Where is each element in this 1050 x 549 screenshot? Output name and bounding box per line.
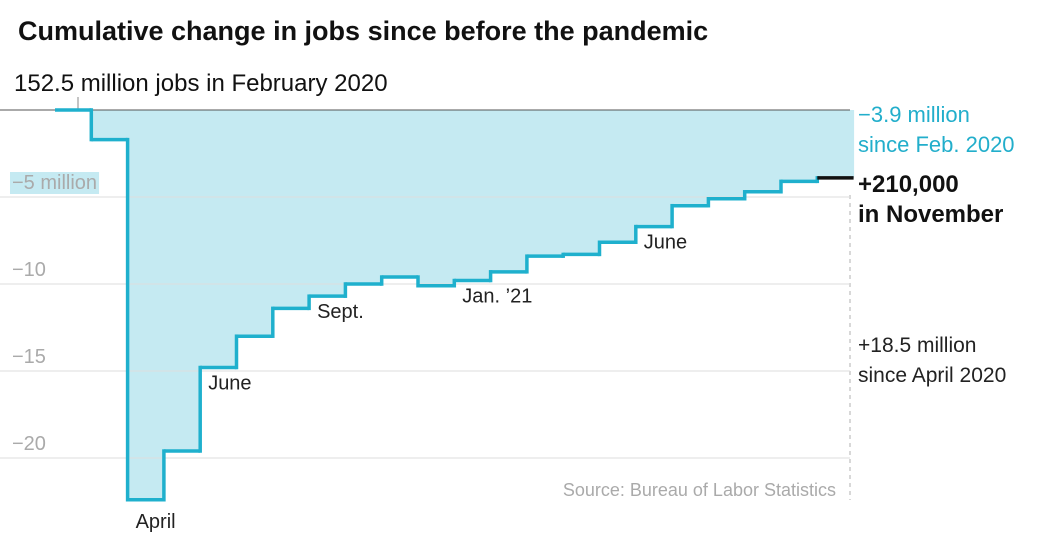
area-fill bbox=[272, 110, 310, 309]
chart-title: Cumulative change in jobs since before t… bbox=[18, 16, 708, 46]
area-fill bbox=[781, 110, 818, 182]
y-tick-label: −5 million bbox=[12, 172, 97, 194]
x-label: Sept. bbox=[317, 301, 364, 323]
area-fill bbox=[200, 110, 237, 368]
x-label: April bbox=[136, 511, 176, 533]
chart-subtitle: 152.5 million jobs in February 2020 bbox=[14, 70, 388, 97]
area-fill bbox=[672, 110, 709, 206]
area-fill bbox=[563, 110, 600, 255]
annotation: in November bbox=[858, 201, 1003, 228]
source: Source: Bureau of Labor Statistics bbox=[563, 480, 836, 500]
area-fill bbox=[635, 110, 673, 227]
area-fill bbox=[708, 110, 746, 199]
y-tick-label: −20 bbox=[12, 433, 46, 455]
area-fill bbox=[418, 110, 455, 286]
area-fill bbox=[454, 110, 492, 281]
x-label: June bbox=[644, 232, 687, 254]
y-tick-label: −15 bbox=[12, 346, 46, 368]
label-bg bbox=[10, 172, 100, 194]
annotation: since April 2020 bbox=[858, 364, 1006, 387]
area-fill bbox=[163, 110, 201, 452]
annotation: +18.5 million bbox=[858, 334, 976, 357]
area-fill bbox=[490, 110, 528, 272]
area-fill bbox=[381, 110, 419, 278]
area-fill bbox=[744, 110, 782, 192]
area-fill bbox=[236, 110, 274, 337]
area-fill bbox=[817, 110, 855, 178]
annotation: −3.9 million bbox=[858, 102, 970, 127]
x-label: June bbox=[208, 373, 251, 395]
area-fill bbox=[599, 110, 637, 243]
y-tick-label: −10 bbox=[12, 259, 46, 281]
annotation: since Feb. 2020 bbox=[858, 132, 1015, 157]
annotation: +210,000 bbox=[858, 171, 959, 198]
area-fill bbox=[127, 110, 165, 500]
area-fill bbox=[91, 110, 129, 140]
area-fill bbox=[309, 110, 346, 297]
x-label: Jan. ’21 bbox=[462, 286, 532, 308]
area-fill bbox=[526, 110, 564, 257]
